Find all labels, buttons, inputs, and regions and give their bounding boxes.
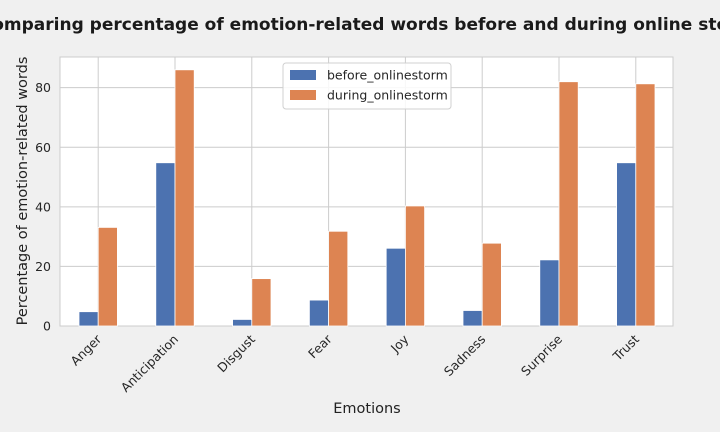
bars xyxy=(78,69,656,327)
x-tick-label-trust: Trust xyxy=(609,331,642,364)
y-tick-label: 80 xyxy=(35,80,51,95)
chart-title: Comparing percentage of emotion-related … xyxy=(0,15,720,35)
legend: before_onlinestorm during_onlinestorm xyxy=(282,62,452,110)
y-tick-label: 0 xyxy=(43,319,51,334)
x-tick-label-joy: Joy xyxy=(387,331,412,356)
bar-before_onlinestorm-joy xyxy=(385,247,406,327)
x-tick-labels: Anger Anticipation Disgust Fear Joy Sadness Su… xyxy=(67,331,642,395)
bar-during_onlinestorm-fear xyxy=(328,230,349,327)
x-tick-label-surprise: Surprise xyxy=(518,331,565,378)
bar-before_onlinestorm-anticipation xyxy=(155,162,176,327)
x-tick-label-anger: Anger xyxy=(67,331,105,369)
x-tick-label-anticipation: Anticipation xyxy=(118,332,181,395)
bar-before_onlinestorm-trust xyxy=(616,162,637,327)
x-tick-label-sadness: Sadness xyxy=(441,332,488,379)
x-tick-label-disgust: Disgust xyxy=(214,331,258,375)
y-tick-label: 20 xyxy=(35,259,51,274)
legend-swatch xyxy=(290,90,316,100)
bar-before_onlinestorm-sadness xyxy=(462,310,483,327)
x-tick-label-fear: Fear xyxy=(305,331,335,361)
bar-before_onlinestorm-disgust xyxy=(232,319,253,327)
legend-swatch xyxy=(290,70,316,80)
legend-frame xyxy=(282,62,452,110)
y-tick-labels: 0 20 40 60 80 xyxy=(35,80,51,333)
legend-label: during_onlinestorm xyxy=(327,88,448,103)
y-tick-label: 60 xyxy=(35,140,51,155)
bar-during_onlinestorm-sadness xyxy=(481,242,502,327)
bar-before_onlinestorm-anger xyxy=(78,311,99,327)
y-axis-label: Percentage of emotion-related words xyxy=(15,57,31,326)
bar-during_onlinestorm-anticipation xyxy=(174,69,195,327)
bar-during_onlinestorm-disgust xyxy=(251,278,272,327)
bar-during_onlinestorm-trust xyxy=(635,83,656,327)
x-axis-label: Emotions xyxy=(333,401,401,417)
bar-before_onlinestorm-fear xyxy=(308,299,329,327)
bar-during_onlinestorm-anger xyxy=(97,226,118,327)
bar-during_onlinestorm-joy xyxy=(404,205,425,327)
legend-label: before_onlinestorm xyxy=(327,68,448,83)
bar-before_onlinestorm-surprise xyxy=(539,259,560,327)
bar-during_onlinestorm-surprise xyxy=(558,81,579,327)
y-tick-label: 40 xyxy=(35,199,51,214)
